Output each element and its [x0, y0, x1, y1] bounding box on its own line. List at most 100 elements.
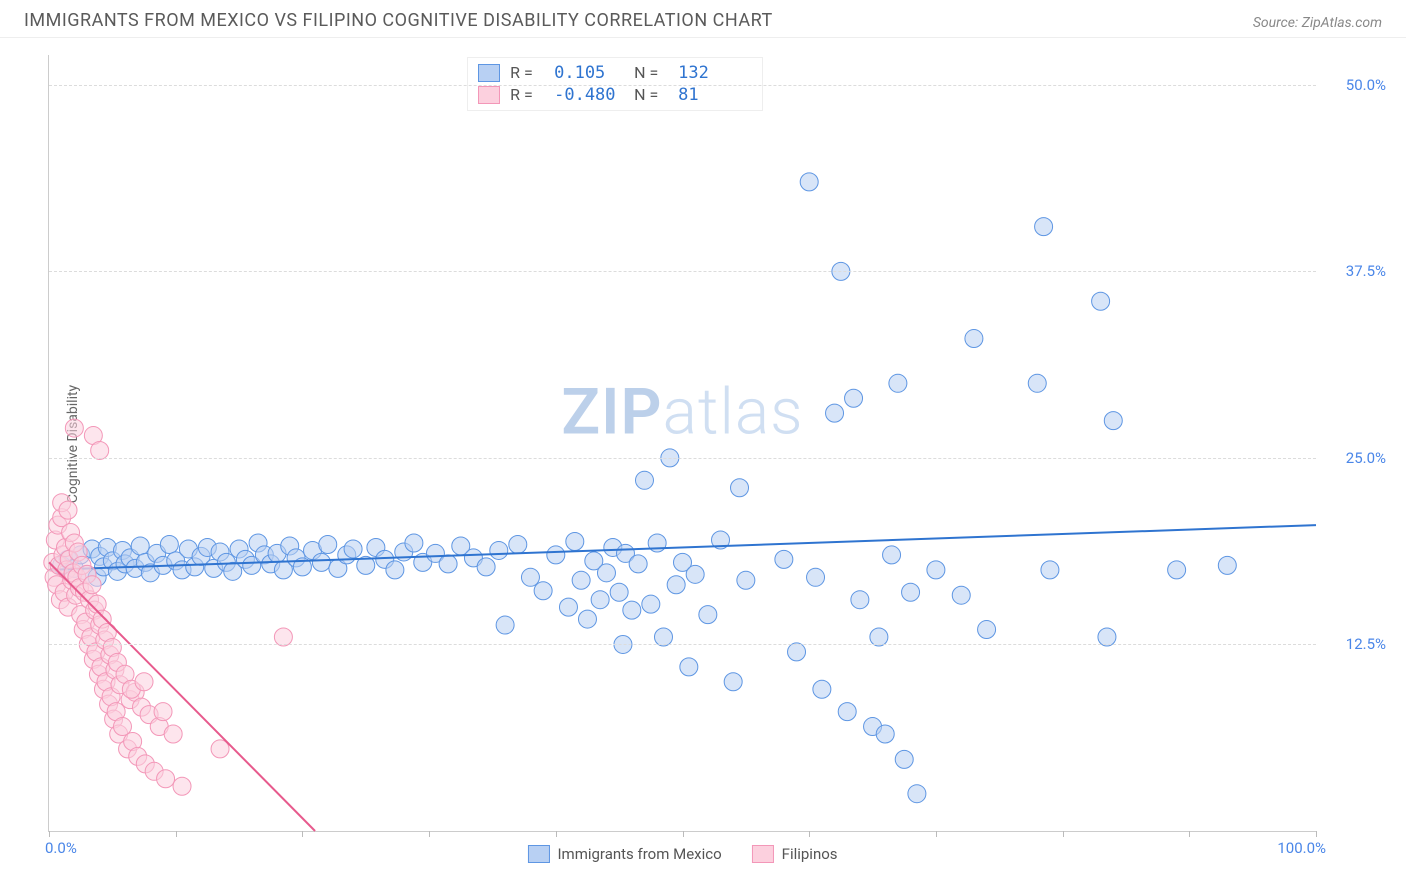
scatter-point [559, 598, 577, 616]
scatter-point [1041, 561, 1059, 579]
scatter-point [737, 571, 755, 589]
scatter-point [439, 555, 457, 573]
x-minor-tick [1063, 831, 1064, 837]
scatter-point [895, 750, 913, 768]
scatter-point [642, 595, 660, 613]
scatter-point [1218, 556, 1236, 574]
swatch-blue [478, 64, 500, 82]
chart-header: IMMIGRANTS FROM MEXICO VS FILIPINO COGNI… [0, 0, 1406, 38]
scatter-point [952, 586, 970, 604]
scatter-point [572, 571, 590, 589]
grid-line [49, 458, 1316, 459]
scatter-point [509, 535, 527, 553]
scatter-point [978, 621, 996, 639]
scatter-point [1028, 374, 1046, 392]
swatch-blue-icon [527, 845, 549, 863]
scatter-point [534, 582, 552, 600]
x-minor-tick [556, 831, 557, 837]
scatter-point [173, 777, 191, 795]
legend-item-mexico: Immigrants from Mexico [527, 845, 721, 863]
scatter-point [927, 561, 945, 579]
x-tick-max: 100.0% [1277, 839, 1326, 857]
scatter-point [908, 785, 926, 803]
scatter-point [870, 628, 888, 646]
scatter-point [591, 591, 609, 609]
scatter-point [386, 561, 404, 579]
x-minor-tick [1316, 831, 1317, 837]
scatter-point [312, 553, 330, 571]
scatter-point [724, 673, 742, 691]
scatter-point [547, 546, 565, 564]
x-minor-tick [302, 831, 303, 837]
y-tick-label: 25.0% [1326, 449, 1386, 467]
scatter-point [876, 725, 894, 743]
chart-area: Cognitive Disability ZIPatlas R = 0.105 … [48, 55, 1316, 832]
legend-item-filipinos: Filipinos [752, 845, 838, 863]
scatter-point [813, 680, 831, 698]
scatter-svg [49, 55, 1316, 831]
scatter-point [344, 540, 362, 558]
x-minor-tick [429, 831, 430, 837]
chart-title: IMMIGRANTS FROM MEXICO VS FILIPINO COGNI… [24, 10, 773, 31]
x-minor-tick [683, 831, 684, 837]
scatter-point [883, 546, 901, 564]
scatter-point [274, 628, 292, 646]
scatter-point [521, 568, 539, 586]
scatter-point [597, 564, 615, 582]
scatter-point [731, 479, 749, 497]
scatter-point [623, 601, 641, 619]
scatter-point [154, 703, 172, 721]
scatter-point [1104, 412, 1122, 430]
scatter-point [635, 471, 653, 489]
scatter-point [699, 606, 717, 624]
scatter-point [1092, 292, 1110, 310]
y-tick-label: 12.5% [1326, 635, 1386, 653]
scatter-point [91, 441, 109, 459]
scatter-point [800, 173, 818, 191]
scatter-point [135, 673, 153, 691]
scatter-point [490, 541, 508, 559]
scatter-point [654, 628, 672, 646]
y-tick-label: 37.5% [1326, 262, 1386, 280]
x-minor-tick [936, 831, 937, 837]
scatter-point [477, 558, 495, 576]
scatter-point [131, 537, 149, 555]
scatter-point [164, 725, 182, 743]
scatter-point [496, 616, 514, 634]
scatter-point [902, 583, 920, 601]
x-minor-tick [176, 831, 177, 837]
scatter-point [838, 703, 856, 721]
swatch-pink-icon [752, 845, 774, 863]
plot-area: ZIPatlas R = 0.105 N = 132 R = -0.480 N … [48, 55, 1316, 832]
grid-line [49, 644, 1316, 645]
scatter-point [1168, 561, 1186, 579]
grid-line [49, 271, 1316, 272]
scatter-point [667, 576, 685, 594]
x-tick-min: 0.0% [45, 839, 77, 857]
scatter-point [578, 610, 596, 628]
scatter-point [1098, 628, 1116, 646]
legend-row-mexico: R = 0.105 N = 132 [478, 62, 748, 84]
scatter-point [807, 568, 825, 586]
scatter-point [851, 591, 869, 609]
scatter-point [889, 374, 907, 392]
scatter-point [826, 404, 844, 422]
scatter-point [686, 565, 704, 583]
scatter-point [629, 555, 647, 573]
scatter-point [610, 583, 628, 601]
legend-row-filipinos: R = -0.480 N = 81 [478, 84, 748, 106]
scatter-point [160, 535, 178, 553]
x-minor-tick [1189, 831, 1190, 837]
scatter-point [405, 534, 423, 552]
swatch-pink [478, 86, 500, 104]
scatter-point [788, 643, 806, 661]
scatter-point [845, 389, 863, 407]
scatter-point [65, 419, 83, 437]
scatter-point [319, 535, 337, 553]
scatter-point [775, 550, 793, 568]
scatter-point [680, 658, 698, 676]
scatter-point [59, 501, 77, 519]
x-minor-tick [809, 831, 810, 837]
scatter-point [566, 532, 584, 550]
y-tick-label: 50.0% [1326, 76, 1386, 94]
